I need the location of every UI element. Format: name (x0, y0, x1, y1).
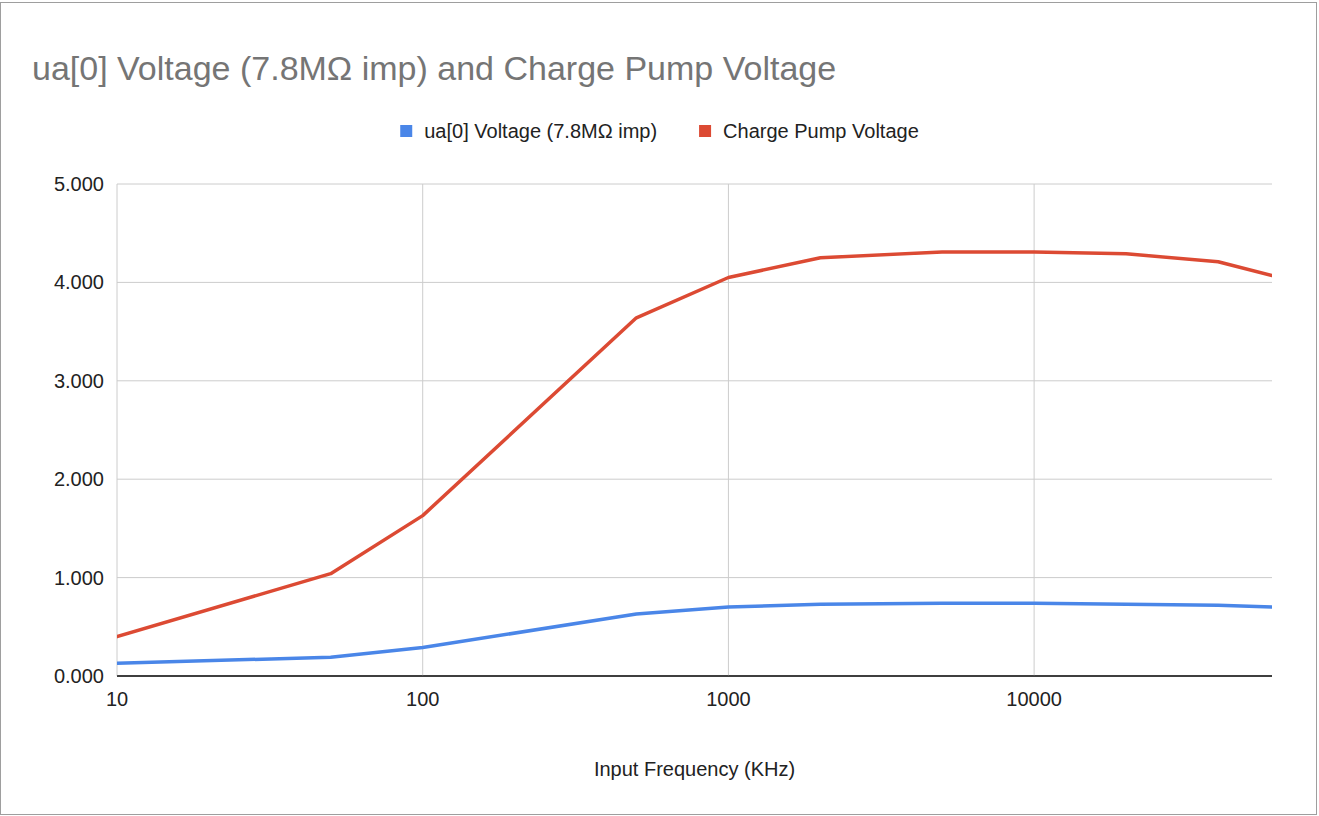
legend-swatch (400, 125, 412, 137)
chart-title: ua[0] Voltage (7.8MΩ imp) and Charge Pum… (32, 49, 836, 87)
x-tick-label: 100 (406, 688, 439, 710)
legend-swatch (699, 125, 711, 137)
legend-label: ua[0] Voltage (7.8MΩ imp) (424, 120, 657, 142)
x-grid-line (422, 184, 423, 676)
y-grid-line (117, 184, 1272, 185)
x-tick-label: 10 (106, 688, 128, 710)
series-line (117, 252, 1272, 637)
background (0, 0, 1319, 816)
y-grid-line (117, 282, 1272, 283)
x-tick-label: 1000 (706, 688, 751, 710)
legend: ua[0] Voltage (7.8MΩ imp) Charge Pump Vol… (400, 120, 919, 142)
y-tick-label: 1.000 (54, 567, 104, 589)
y-tick-label: 5.000 (54, 173, 104, 195)
x-tick-label: 10000 (1006, 688, 1062, 710)
chart-svg: ua[0] Voltage (7.8MΩ imp) and Charge Pum… (0, 0, 1319, 816)
series-line (117, 603, 1272, 663)
chart-frame (1, 3, 1317, 815)
y-grid-line (117, 479, 1272, 480)
y-tick-label: 3.000 (54, 370, 104, 392)
x-grid-line (728, 184, 729, 676)
legend-label: Charge Pump Voltage (723, 120, 919, 142)
y-tick-label: 2.000 (54, 468, 104, 490)
series-lines (117, 252, 1272, 663)
x-axis-line (117, 675, 1272, 677)
x-axis-label: Input Frequency (KHz) (594, 758, 795, 780)
chart-root: ua[0] Voltage (7.8MΩ imp) and Charge Pum… (0, 0, 1319, 816)
grid (117, 184, 1272, 676)
y-grid-line (117, 675, 1272, 677)
x-grid-line (117, 184, 118, 676)
y-grid-line (117, 380, 1272, 381)
y-grid-line (117, 577, 1272, 578)
y-tick-label: 4.000 (54, 271, 104, 293)
y-tick-label: 0.000 (54, 665, 104, 687)
